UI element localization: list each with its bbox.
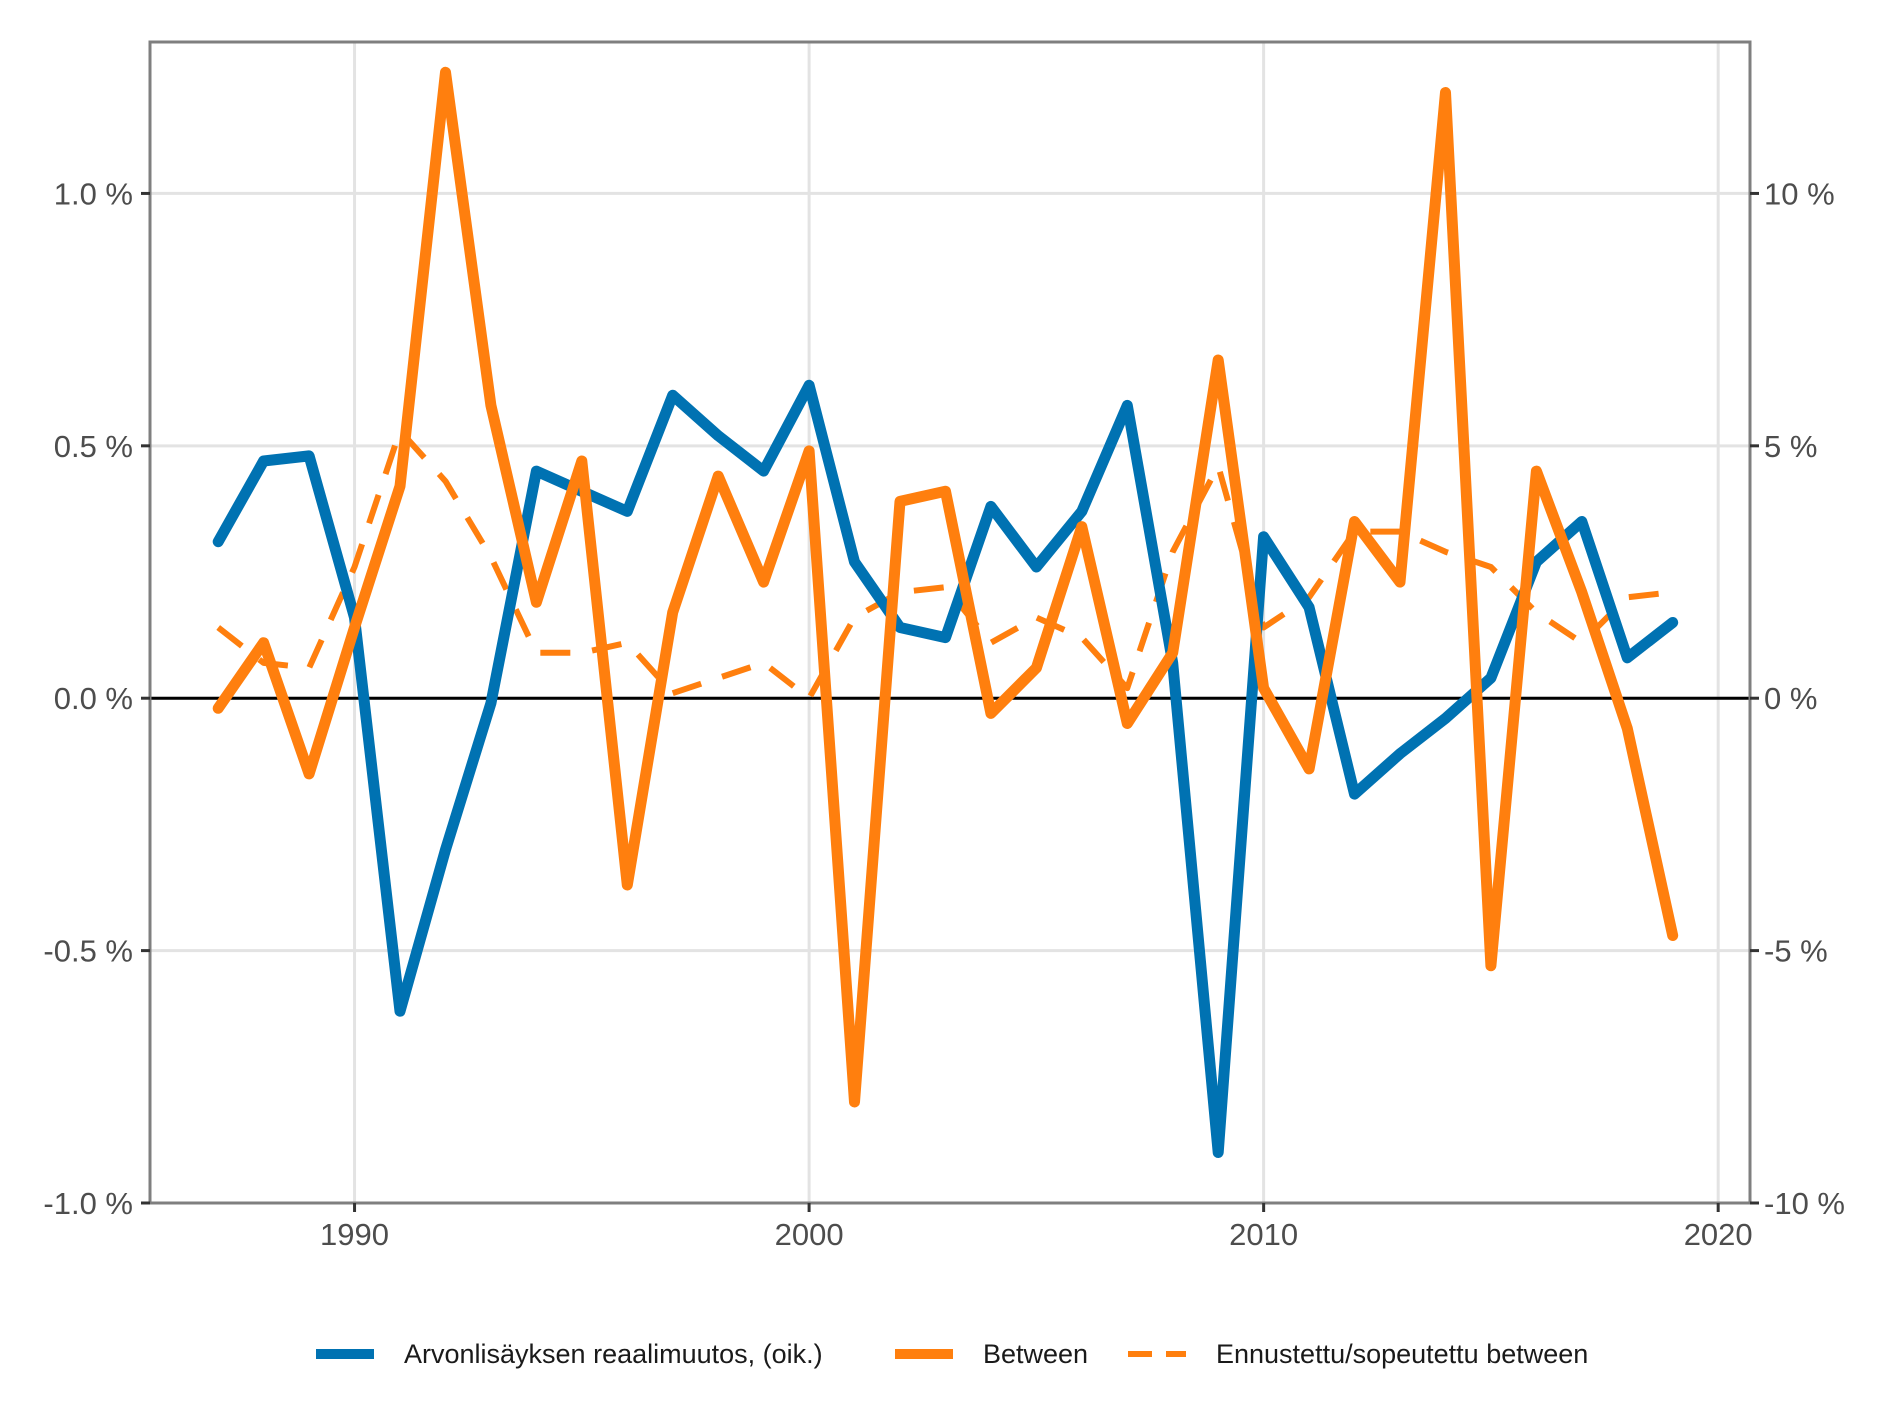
x-tick-label: 1990 [320,1217,389,1252]
x-tick-label: 2020 [1684,1217,1753,1252]
legend: Arvonlisäyksen reaalimuutos, (oik.) Betwe… [316,1339,1588,1369]
x-tick-label: 2000 [775,1217,844,1252]
series-line-2 [216,427,1674,702]
legend-label-2: Ennustettu/sopeutettu between [1216,1339,1588,1369]
left-tick-label: 0.5 % [54,429,133,464]
x-tick-label: 2010 [1229,1217,1298,1252]
left-tick-label: -1.0 % [43,1186,133,1221]
x-axis: 1990 2000 2010 2020 [320,1203,1753,1252]
right-tick-label: 0 % [1764,681,1817,716]
left-tick-label: 0.0 % [54,681,133,716]
panel-border [148,40,1752,1205]
right-tick-label: 5 % [1764,429,1817,464]
left-tick-label: 1.0 % [54,176,133,211]
series-line-1 [212,66,1679,1108]
legend-label-0: Arvonlisäyksen reaalimuutos, (oik.) [404,1339,823,1369]
left-tick-label: -0.5 % [43,934,133,969]
right-y-axis: -10 % -5 % 0 % 5 % 10 % [1750,176,1845,1221]
right-tick-label: 10 % [1764,176,1835,211]
right-tick-label: -10 % [1764,1186,1845,1221]
series-layer [212,66,1679,1158]
series-line-0 [212,379,1679,1158]
left-y-axis: -1.0 % -0.5 % 0.0 % 0.5 % 1.0 % [43,176,150,1221]
right-tick-label: -5 % [1764,934,1828,969]
legend-label-1: Between [983,1339,1088,1369]
